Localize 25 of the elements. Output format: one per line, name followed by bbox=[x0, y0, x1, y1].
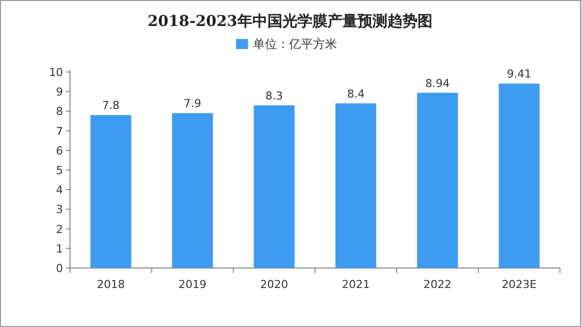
y-tick-label: 2 bbox=[56, 222, 63, 236]
data-label: 9.41 bbox=[506, 68, 532, 81]
data-label: 8.3 bbox=[265, 89, 283, 102]
y-tick-label: 5 bbox=[56, 164, 63, 177]
chart-title: 2018-2023年中国光学膜产量预测趋势图 bbox=[148, 12, 432, 30]
x-tick-label: 2019 bbox=[178, 278, 206, 291]
y-tick-label: 7 bbox=[56, 124, 63, 138]
x-tick-label: 2022 bbox=[424, 278, 452, 291]
x-tick-label: 2023E bbox=[502, 278, 537, 291]
y-tick-label: 6 bbox=[56, 144, 63, 158]
y-tick-label: 3 bbox=[56, 203, 63, 216]
y-tick-label: 1 bbox=[56, 242, 63, 256]
y-tick-label: 10 bbox=[49, 66, 63, 79]
data-label: 7.9 bbox=[184, 97, 202, 110]
x-tick-label: 2020 bbox=[260, 278, 288, 291]
legend-label: 单位：亿平方米 bbox=[253, 37, 337, 51]
y-tick-label: 0 bbox=[56, 262, 63, 275]
y-tick-label: 4 bbox=[56, 184, 63, 197]
y-tick-label: 9 bbox=[56, 86, 63, 99]
data-label: 8.4 bbox=[347, 87, 365, 100]
data-label: 8.94 bbox=[425, 76, 450, 90]
x-tick-label: 2021 bbox=[342, 278, 370, 291]
y-tick-label: 8 bbox=[56, 105, 63, 118]
x-tick-label: 2018 bbox=[96, 278, 125, 291]
data-label: 7.8 bbox=[102, 99, 120, 112]
